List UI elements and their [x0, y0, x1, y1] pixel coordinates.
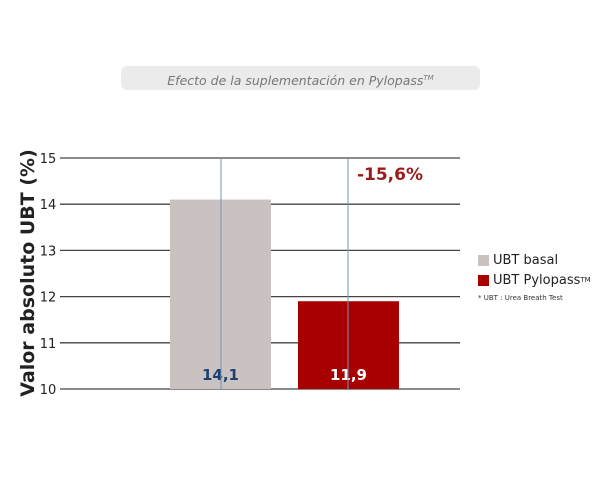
legend-swatch-basal — [478, 254, 489, 266]
legend-item-basal: UBT basal — [478, 250, 591, 270]
y-tick-label: 10 — [40, 383, 57, 398]
legend: UBT basal UBT Pylopass TM * UBT : Urea Br… — [478, 250, 591, 302]
chart-title: Efecto de la suplementación en PylopassT… — [121, 66, 480, 90]
legend-label-basal: UBT basal — [493, 252, 559, 268]
legend-swatch-pylopass — [478, 274, 489, 286]
y-tick-label: 14 — [40, 198, 57, 213]
chart-title-text: Efecto de la suplementación en Pylopass — [167, 73, 424, 89]
y-tick-label: 11 — [40, 337, 57, 352]
y-axis-label: Valor absoluto UBT (%) — [17, 149, 39, 397]
legend-label-pylopass: UBT Pylopass — [493, 272, 581, 288]
y-tick-label: 15 — [40, 152, 57, 167]
y-tick-label: 12 — [40, 291, 57, 306]
chart-title-sup: TM — [423, 74, 434, 82]
legend-sup: TM — [580, 276, 591, 284]
legend-item-pylopass: UBT Pylopass TM — [478, 270, 591, 290]
y-tick-label: 13 — [40, 244, 57, 259]
legend-note: * UBT : Urea Breath Test — [478, 294, 563, 302]
change-annotation: -15,6% — [357, 165, 423, 185]
